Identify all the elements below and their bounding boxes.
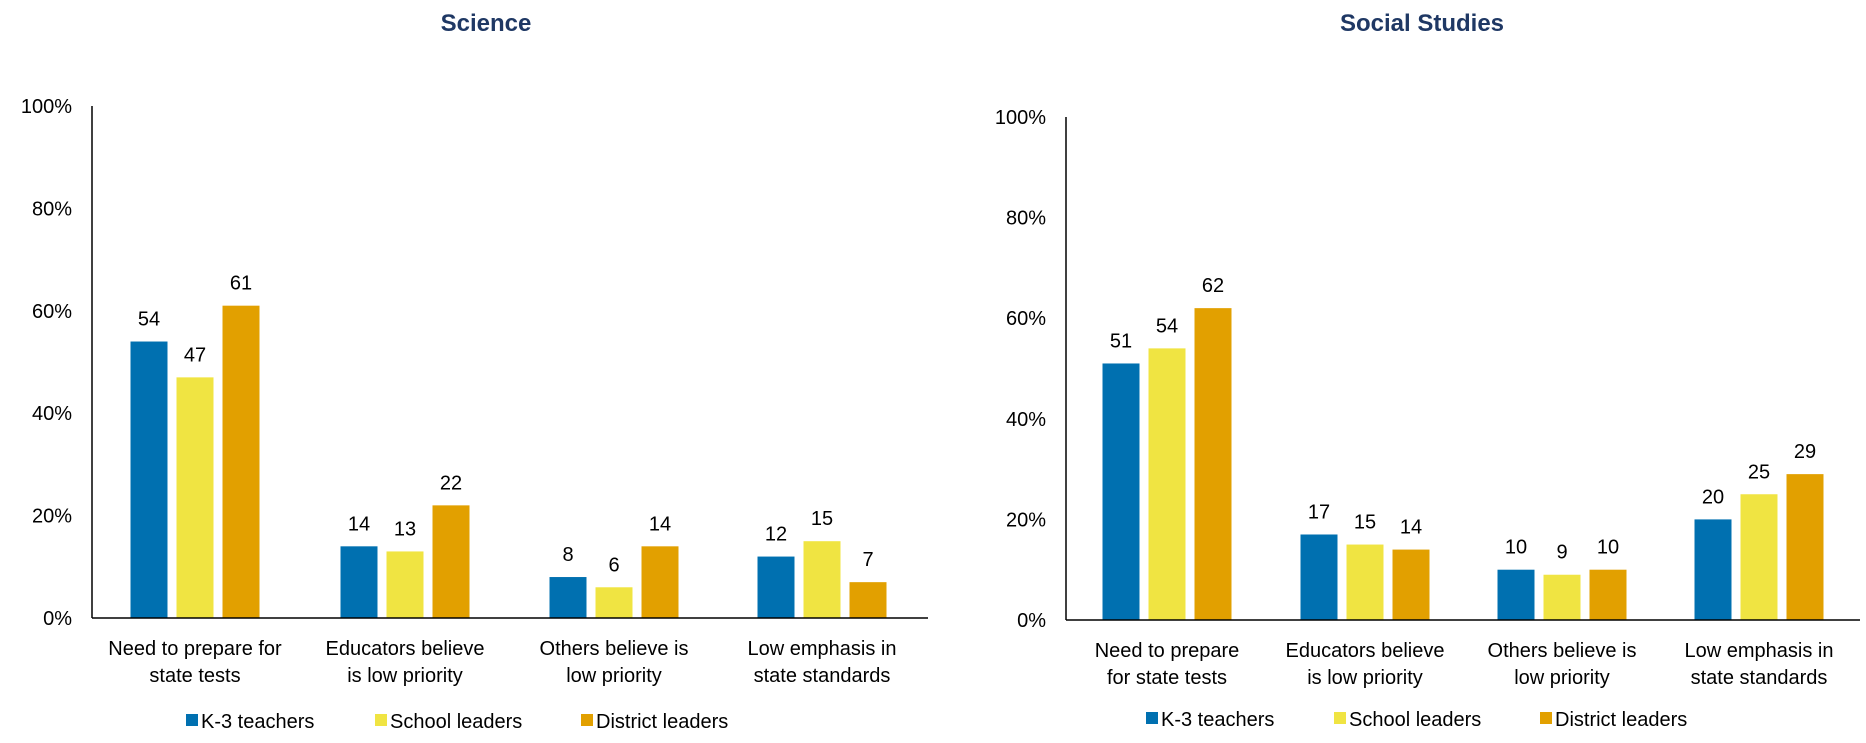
y-tick-label: 20% xyxy=(1006,509,1046,531)
data-label: 14 xyxy=(1400,517,1422,539)
y-tick-label: 80% xyxy=(1006,208,1046,230)
data-label: 22 xyxy=(440,472,462,494)
data-label: 14 xyxy=(649,513,671,535)
category-label: state tests xyxy=(149,665,240,687)
data-label: 10 xyxy=(1597,537,1619,559)
legend-label: District leaders xyxy=(596,711,728,733)
category-label: Others believe is xyxy=(1488,640,1637,662)
bar xyxy=(340,546,378,618)
category-label: Need to prepare xyxy=(1095,640,1240,662)
data-label: 15 xyxy=(1354,512,1376,534)
science-chart: Science 0% 20% 40% 60% 80% 100% 54 14 8 12 47 13 6 15 6… xyxy=(21,10,928,733)
data-label: 61 xyxy=(230,273,252,295)
legend-swatch xyxy=(1146,712,1158,724)
y-tick-label: 60% xyxy=(32,301,72,323)
category-label: Others believe is xyxy=(540,638,689,660)
category-label: for state tests xyxy=(1107,667,1227,689)
category-label: Educators believe xyxy=(1286,640,1445,662)
legend-label: School leaders xyxy=(390,711,522,733)
data-label: 54 xyxy=(138,309,160,331)
bar xyxy=(1102,363,1140,620)
y-tick-label: 40% xyxy=(1006,409,1046,431)
category-label: Low emphasis in xyxy=(1685,640,1834,662)
y-tick-label: 20% xyxy=(32,506,72,528)
legend-swatch xyxy=(1540,712,1552,724)
data-label: 17 xyxy=(1308,501,1330,523)
social-studies-chart: Social Studies 0% 20% 40% 60% 80% 100% 51 17 10 20… xyxy=(995,10,1860,731)
y-tick-label: 80% xyxy=(32,198,72,220)
legend-swatch xyxy=(581,714,593,726)
y-tick-label: 0% xyxy=(43,608,72,630)
bar xyxy=(1346,544,1384,620)
category-label: is low priority xyxy=(347,665,463,687)
bar xyxy=(641,546,679,618)
legend-swatch xyxy=(375,714,387,726)
bar xyxy=(1148,348,1186,620)
legend-label: School leaders xyxy=(1349,709,1481,731)
data-label: 54 xyxy=(1156,315,1178,337)
bar xyxy=(1392,549,1430,620)
data-label: 6 xyxy=(608,554,619,576)
bar xyxy=(1740,494,1778,620)
bar xyxy=(549,577,587,618)
data-label: 20 xyxy=(1702,486,1724,508)
bar xyxy=(222,305,260,618)
y-tick-label: 40% xyxy=(32,403,72,425)
data-label: 14 xyxy=(348,513,370,535)
category-label: state standards xyxy=(1691,667,1828,689)
data-label: 12 xyxy=(765,524,787,546)
legend-swatch xyxy=(186,714,198,726)
bar xyxy=(1786,474,1824,620)
bar xyxy=(849,582,887,618)
category-label: Educators believe xyxy=(326,638,485,660)
data-label: 62 xyxy=(1202,275,1224,297)
legend-label: K-3 teachers xyxy=(201,711,314,733)
data-label: 47 xyxy=(184,344,206,366)
data-label: 13 xyxy=(394,518,416,540)
data-label: 51 xyxy=(1110,330,1132,352)
data-label: 10 xyxy=(1505,537,1527,559)
data-label: 29 xyxy=(1794,441,1816,463)
bar xyxy=(386,551,424,618)
data-label: 25 xyxy=(1748,461,1770,483)
data-label: 15 xyxy=(811,508,833,530)
bar xyxy=(1194,308,1232,620)
bar xyxy=(1694,519,1732,620)
bar xyxy=(432,505,470,618)
y-tick-label: 60% xyxy=(1006,308,1046,330)
bar xyxy=(757,556,795,618)
data-label: 7 xyxy=(862,549,873,571)
bar xyxy=(1300,534,1338,620)
y-tick-label: 100% xyxy=(21,96,72,118)
category-label: is low priority xyxy=(1307,667,1423,689)
bar xyxy=(1589,569,1627,620)
data-label: 9 xyxy=(1556,542,1567,564)
category-label: low priority xyxy=(566,665,662,687)
bar xyxy=(1497,569,1535,620)
category-label: low priority xyxy=(1514,667,1610,689)
bar xyxy=(595,587,633,618)
category-label: Need to prepare for xyxy=(108,638,282,660)
data-label: 8 xyxy=(562,544,573,566)
bar xyxy=(176,377,214,618)
chart-title: Social Studies xyxy=(1340,10,1504,37)
legend-swatch xyxy=(1334,712,1346,724)
y-tick-label: 100% xyxy=(995,107,1046,129)
bar xyxy=(803,541,841,618)
bar xyxy=(130,341,168,618)
category-label: Low emphasis in xyxy=(748,638,897,660)
category-label: state standards xyxy=(754,665,891,687)
legend-label: District leaders xyxy=(1555,709,1687,731)
legend-label: K-3 teachers xyxy=(1161,709,1274,731)
bar xyxy=(1543,574,1581,620)
y-tick-label: 0% xyxy=(1017,610,1046,632)
chart-title: Science xyxy=(441,10,532,37)
